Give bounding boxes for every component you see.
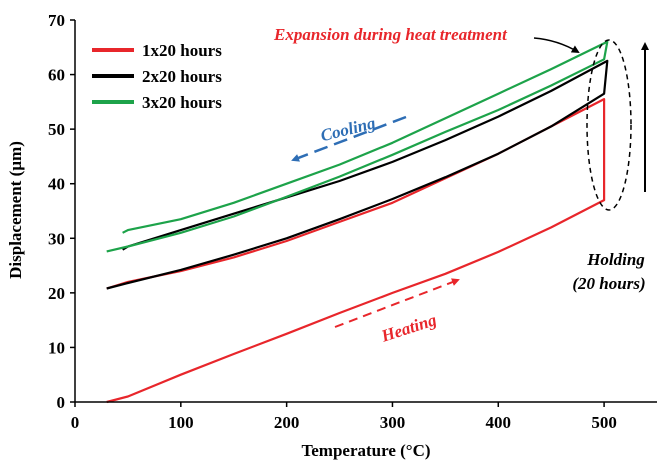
x-tick-label: 300 bbox=[380, 413, 406, 432]
tick-layer: 0 100 200 300 400 500 0 10 20 30 40 50 60 70 bbox=[48, 11, 617, 432]
x-axis-title: Temperature (°C) bbox=[301, 441, 430, 460]
y-tick-label: 70 bbox=[48, 11, 65, 30]
x-tick-label: 500 bbox=[591, 413, 617, 432]
annotation-expansion: Expansion during heat treatment bbox=[273, 25, 508, 44]
y-tick-label: 60 bbox=[48, 66, 65, 85]
x-tick-label: 0 bbox=[71, 413, 80, 432]
legend-label-1x20: 1x20 hours bbox=[142, 41, 222, 60]
y-tick-label: 0 bbox=[57, 393, 66, 412]
annotation-heating: Heating bbox=[378, 310, 439, 346]
y-tick-label: 30 bbox=[48, 229, 65, 248]
y-tick-label: 20 bbox=[48, 284, 65, 303]
holding-ellipse bbox=[586, 39, 632, 211]
legend-label-2x20: 2x20 hours bbox=[142, 67, 222, 86]
annotation-holding-duration: (20 hours) bbox=[572, 274, 645, 293]
series-line-3x20-hours bbox=[106, 40, 609, 253]
x-tick-label: 200 bbox=[274, 413, 300, 432]
legend: 1x20 hours 2x20 hours 3x20 hours bbox=[92, 41, 222, 112]
annotation-holding: Holding bbox=[586, 250, 645, 269]
series-layer bbox=[106, 40, 609, 404]
y-tick-label: 40 bbox=[48, 175, 65, 194]
annotation-heating-arrow bbox=[334, 278, 460, 328]
annotation-expansion-arrow bbox=[533, 37, 580, 54]
y-axis-title: Displacement (µm) bbox=[6, 141, 25, 279]
x-tick-label: 400 bbox=[486, 413, 512, 432]
legend-label-3x20: 3x20 hours bbox=[142, 93, 222, 112]
y-tick-label: 10 bbox=[48, 338, 65, 357]
x-tick-label: 100 bbox=[168, 413, 194, 432]
series-line-1x20-hours bbox=[106, 97, 606, 404]
annotation-cooling: Cooling bbox=[319, 113, 378, 145]
y-tick-label: 50 bbox=[48, 120, 65, 139]
